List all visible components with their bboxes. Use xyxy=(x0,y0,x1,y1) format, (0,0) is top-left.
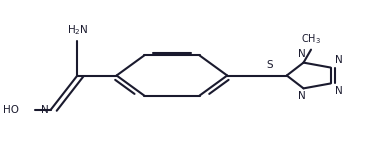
Text: N: N xyxy=(298,49,306,59)
Text: N: N xyxy=(298,91,306,101)
Text: N: N xyxy=(335,86,343,96)
Text: H$_2$N: H$_2$N xyxy=(66,23,88,37)
Text: S: S xyxy=(266,59,273,69)
Text: CH$_3$: CH$_3$ xyxy=(301,32,321,46)
Text: HO: HO xyxy=(3,105,18,115)
Text: N: N xyxy=(41,105,49,115)
Text: N: N xyxy=(335,55,343,65)
